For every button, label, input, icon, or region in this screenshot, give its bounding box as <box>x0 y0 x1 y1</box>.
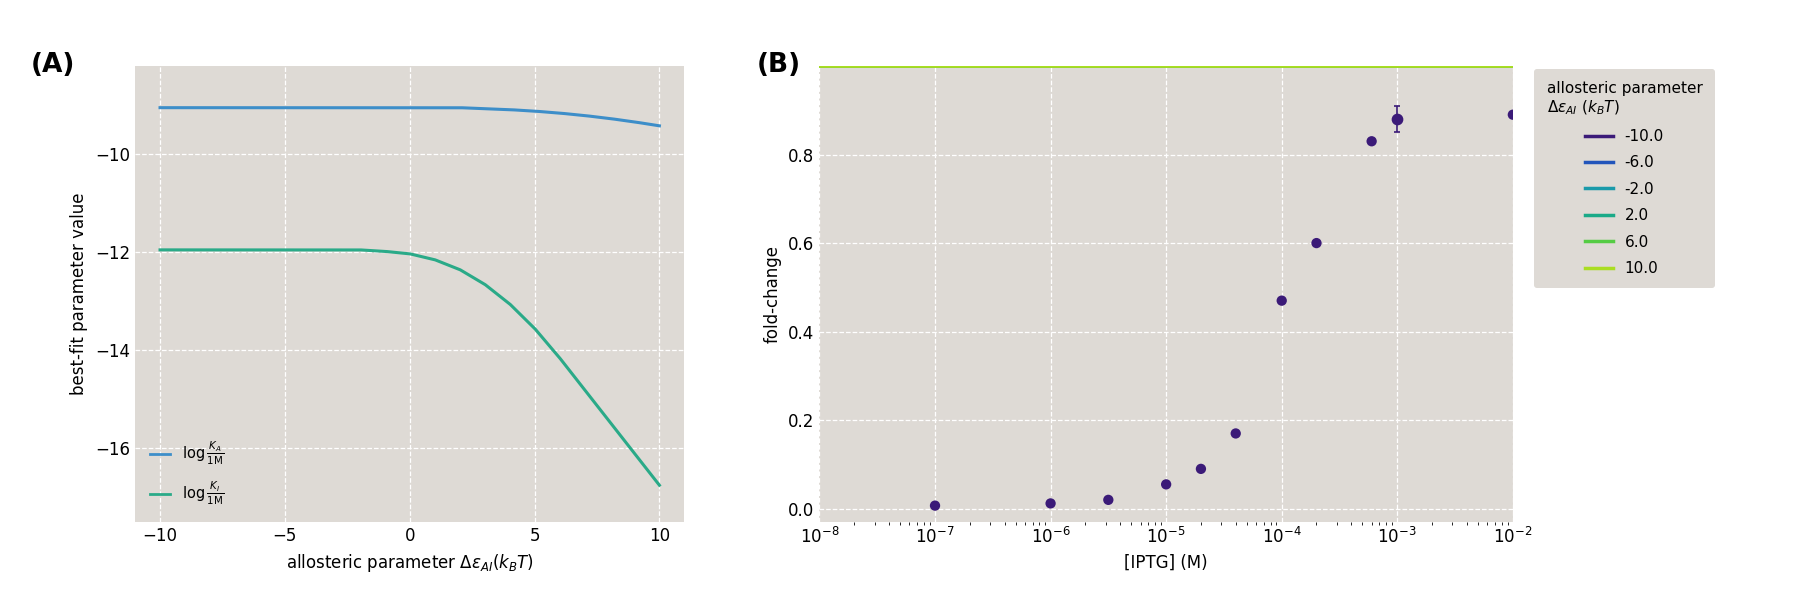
Point <box>920 501 949 511</box>
Legend: -10.0, -6.0, -2.0, 2.0, 6.0, 10.0: -10.0, -6.0, -2.0, 2.0, 6.0, 10.0 <box>1534 69 1715 289</box>
Legend: $\log\frac{K_A}{1\mathrm{M}}$, $\log\frac{K_I}{1\mathrm{M}}$: $\log\frac{K_A}{1\mathrm{M}}$, $\log\fra… <box>142 433 231 515</box>
Y-axis label: best-fit parameter value: best-fit parameter value <box>70 193 88 395</box>
Point <box>1153 479 1181 489</box>
X-axis label: allosteric parameter $\Delta\varepsilon_{AI}(k_BT)$: allosteric parameter $\Delta\varepsilon_… <box>286 552 533 574</box>
X-axis label: [IPTG] (M): [IPTG] (M) <box>1124 554 1208 572</box>
Text: (A): (A) <box>31 52 76 79</box>
Point <box>1302 238 1331 248</box>
Point <box>1221 428 1250 438</box>
Point <box>1187 464 1216 473</box>
Text: (B): (B) <box>756 52 801 79</box>
Point <box>1498 110 1527 119</box>
Point <box>1268 296 1297 305</box>
Y-axis label: fold-change: fold-change <box>764 245 782 343</box>
Point <box>1036 499 1064 508</box>
Point <box>1358 136 1387 146</box>
Point <box>1093 495 1122 505</box>
